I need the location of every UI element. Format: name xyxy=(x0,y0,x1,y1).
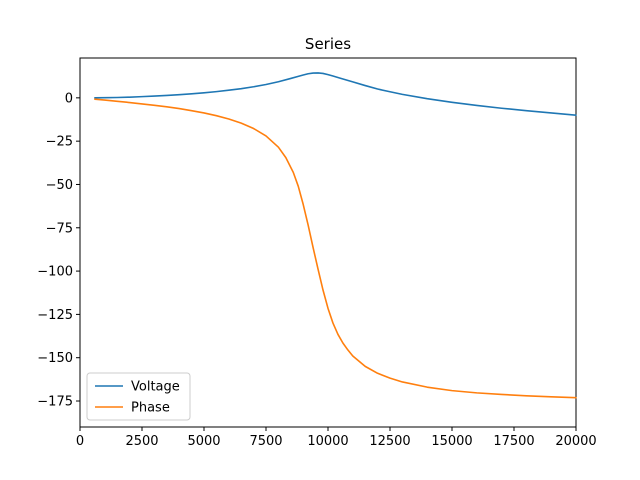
y-tick-label: −50 xyxy=(46,178,73,193)
x-tick-label: 17500 xyxy=(493,434,534,449)
y-tick-label: −150 xyxy=(37,351,73,366)
chart-title: Series xyxy=(305,35,351,53)
x-tick-label: 7500 xyxy=(249,434,282,449)
x-tick-label: 20000 xyxy=(555,434,596,449)
y-tick-label: −175 xyxy=(37,395,73,410)
y-tick-label: 0 xyxy=(65,91,73,106)
y-axis: 0 −25 −50 −75 −100 −125 −150 −175 xyxy=(37,91,80,410)
y-tick-label: −100 xyxy=(37,265,73,280)
plot-frame xyxy=(79,57,577,428)
series-line-voltage xyxy=(94,72,577,116)
y-tick-label: −75 xyxy=(46,221,73,236)
legend: Voltage Phase xyxy=(86,372,191,421)
y-tick-label: −25 xyxy=(46,135,73,150)
legend-box xyxy=(86,372,191,421)
x-tick-label: 12500 xyxy=(369,434,410,449)
x-tick-label: 15000 xyxy=(431,434,472,449)
series-line-phase xyxy=(94,98,577,399)
x-tick-label: 2500 xyxy=(125,434,158,449)
series-layer xyxy=(94,72,577,399)
y-tick-label: −125 xyxy=(37,308,73,323)
legend-label-voltage: Voltage xyxy=(131,380,180,395)
legend-label-phase: Phase xyxy=(131,401,170,416)
x-tick-label: 0 xyxy=(76,434,84,449)
plot-area xyxy=(79,57,577,428)
x-tick-label: 5000 xyxy=(187,434,220,449)
x-tick-label: 10000 xyxy=(307,434,348,449)
x-axis: 0 2500 5000 7500 10000 12500 15000 17500 20000 xyxy=(76,427,597,449)
